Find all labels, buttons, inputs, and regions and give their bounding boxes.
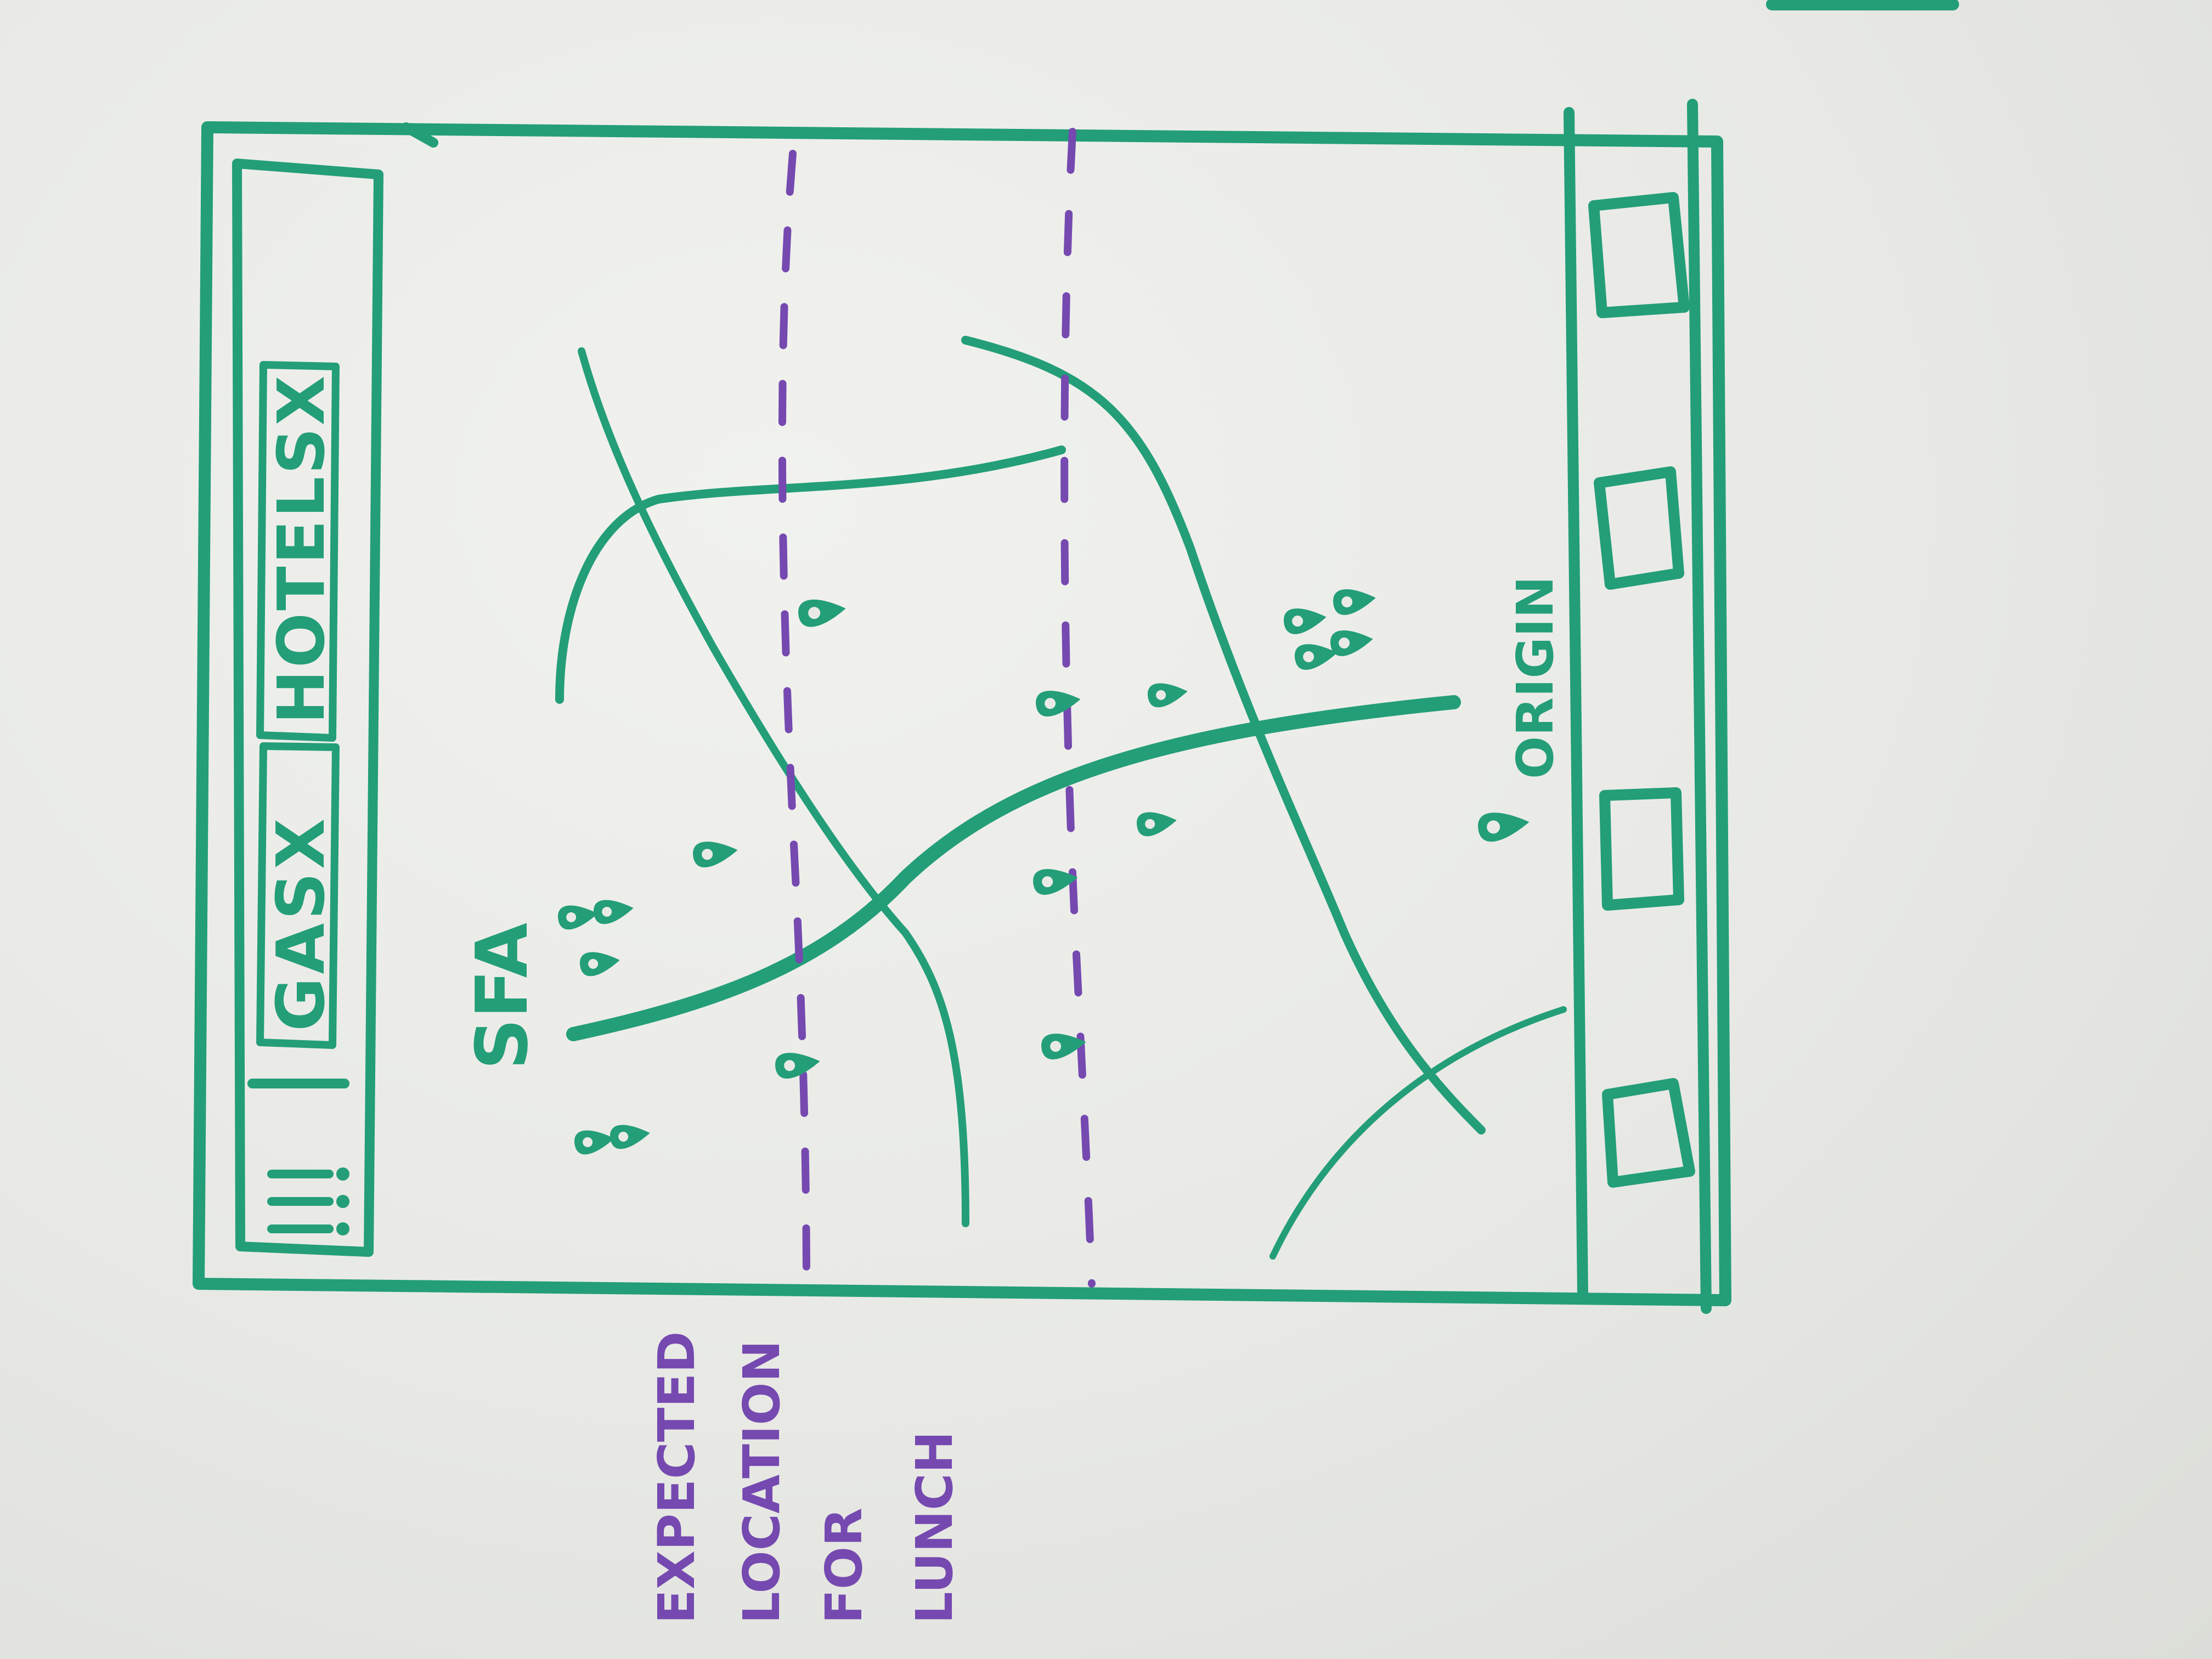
bottom-nav-edge [1687, 99, 1712, 1314]
road [578, 347, 969, 1227]
road [961, 336, 1486, 1135]
tab-gasx-border [256, 742, 340, 1049]
origin-pin[interactable] [1476, 808, 1531, 843]
top-app-bar [232, 159, 383, 1257]
map-pin[interactable] [573, 1127, 616, 1156]
map-pin[interactable] [608, 1121, 651, 1150]
map-pin[interactable] [691, 837, 740, 868]
tab-gasx[interactable]: GASX [256, 742, 340, 1049]
menu-icon [267, 1167, 349, 1235]
menu-button[interactable] [267, 1167, 349, 1235]
road [555, 445, 1066, 704]
bottom-nav [1588, 192, 1695, 1188]
nav-button-4[interactable] [1602, 1078, 1695, 1188]
annotation-line: FOR [815, 1508, 873, 1624]
bottom-nav-bar [1564, 107, 1588, 1300]
nav-button-1[interactable] [1588, 192, 1690, 318]
road [1269, 1006, 1567, 1260]
tab-hotelsx-label: HOTELSX [263, 374, 339, 724]
map-pin[interactable] [556, 902, 599, 931]
frame-notch [401, 122, 438, 148]
map-pin[interactable] [1282, 605, 1328, 636]
map-pin[interactable] [1293, 640, 1339, 672]
map-pin[interactable] [1031, 865, 1080, 896]
nav-button-3[interactable] [1599, 787, 1684, 911]
tab-hotelsx[interactable]: HOTELSX [256, 361, 340, 742]
annotation-line: EXPECTED [647, 1331, 706, 1624]
tab-gasx-label: GASX [263, 815, 340, 1031]
tab-hotelsx-border [256, 361, 340, 742]
annotation-line: LUNCH [905, 1431, 964, 1624]
map-pin[interactable] [1034, 686, 1082, 718]
map-view[interactable]: SFA ORIGIN [460, 128, 1567, 1288]
origin-label: ORIGIN [1506, 576, 1565, 779]
map-pin[interactable] [1146, 680, 1189, 709]
map-pin[interactable] [1135, 809, 1178, 838]
map-pin[interactable] [578, 949, 621, 978]
map-pin[interactable] [774, 1048, 822, 1080]
map-pin[interactable] [1329, 627, 1375, 658]
main-route [566, 695, 1461, 1041]
annotation-line: LOCATION [732, 1340, 791, 1624]
start-label: SFA [460, 923, 544, 1070]
map-pins [556, 585, 1531, 1156]
lunch-range-line [778, 150, 810, 1288]
map-pin[interactable] [592, 896, 635, 926]
map-pin[interactable] [1040, 1029, 1088, 1060]
map-pin[interactable] [797, 595, 848, 629]
map-pin[interactable] [1331, 585, 1378, 617]
lunch-annotation: EXPECTED LOCATION FOR LUNCH [647, 1331, 964, 1624]
phone-frame [193, 121, 1731, 1306]
nav-button-2[interactable] [1594, 466, 1684, 590]
